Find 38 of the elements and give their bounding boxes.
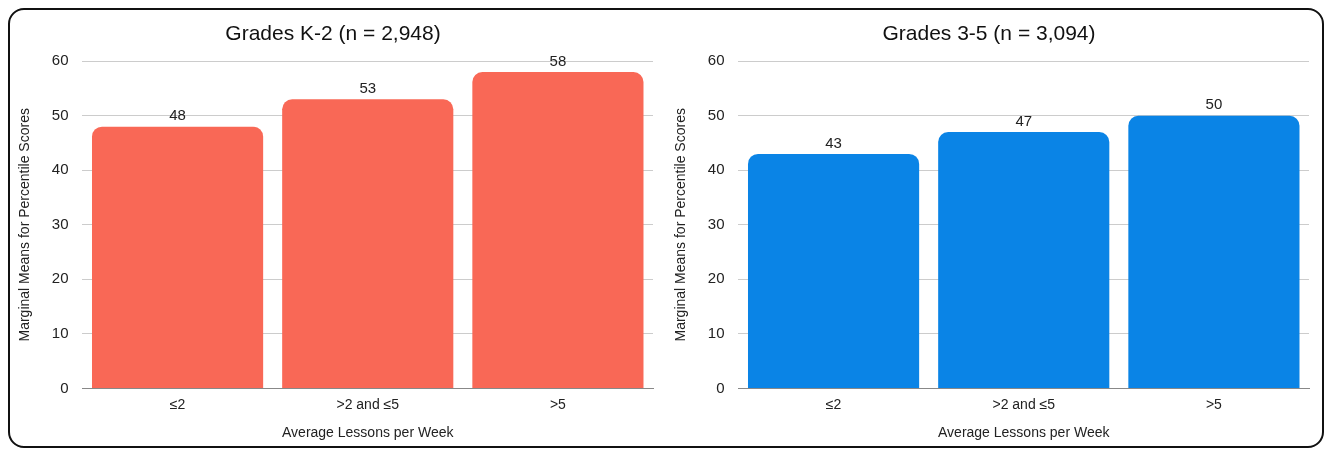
y-tick-label: 60 <box>51 51 69 69</box>
chart-title: Grades K-2 (n = 2,948) <box>225 21 441 45</box>
bar <box>747 153 920 388</box>
bar <box>91 126 264 388</box>
bar <box>1128 115 1300 388</box>
y-axis-title: Marginal Means for Percentile Scores <box>672 108 689 342</box>
y-tick-label: 50 <box>707 105 725 123</box>
y-tick-label: 30 <box>707 214 725 232</box>
y-tick-label: 20 <box>51 269 69 287</box>
data-label: 50 <box>1205 95 1223 113</box>
x-axis-title: Average Lessons per Week <box>938 424 1111 441</box>
y-tick-label: 30 <box>51 214 69 232</box>
y-tick-label: 40 <box>707 160 725 178</box>
data-label: 58 <box>549 51 567 69</box>
bar <box>472 72 644 388</box>
y-tick-label: 60 <box>707 51 725 69</box>
x-tick-label: >5 <box>549 395 567 412</box>
x-tick-label: ≤2 <box>825 395 842 412</box>
y-tick-label: 10 <box>51 324 69 342</box>
y-tick-label: 0 <box>60 378 69 396</box>
y-tick-label: 40 <box>51 160 69 178</box>
data-label: 43 <box>825 133 842 151</box>
chart-title: Grades 3-5 (n = 3,094) <box>882 21 1096 45</box>
y-axis-title: Marginal Means for Percentile Scores <box>16 108 33 342</box>
x-tick-label: >5 <box>1205 395 1223 412</box>
bar <box>938 132 1110 388</box>
y-tick-label: 20 <box>707 269 725 287</box>
x-tick-label: >2 and ≤5 <box>336 395 400 412</box>
bar <box>282 99 454 388</box>
y-tick-label: 10 <box>707 324 725 342</box>
y-tick-label: 50 <box>51 105 69 123</box>
x-tick-label: ≤2 <box>169 395 186 412</box>
data-label: 47 <box>1015 111 1033 129</box>
x-axis-title: Average Lessons per Week <box>282 424 455 441</box>
data-label: 48 <box>169 106 186 124</box>
data-label: 53 <box>359 79 377 97</box>
y-tick-label: 0 <box>716 378 725 396</box>
x-tick-label: >2 and ≤5 <box>992 395 1056 412</box>
